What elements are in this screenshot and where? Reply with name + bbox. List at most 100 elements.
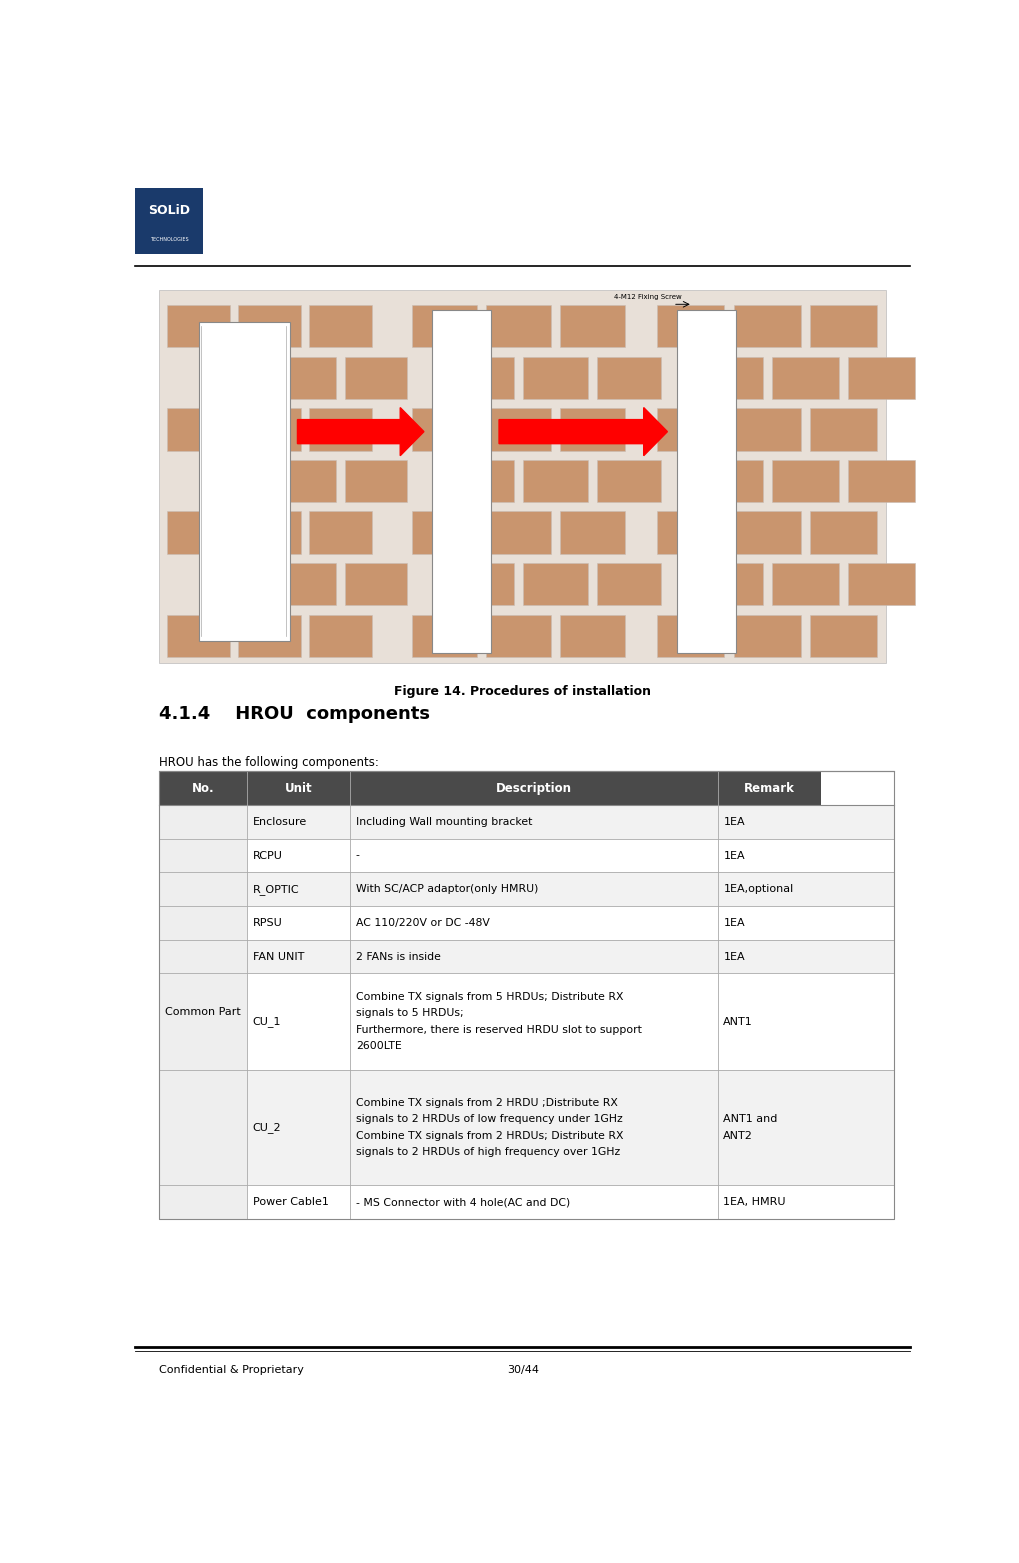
Bar	[412, 511, 477, 553]
Bar	[717, 771, 820, 805]
Text: HROU has the following components:: HROU has the following components:	[159, 755, 379, 769]
Text: signals to 2 HRDUs of low frequency under 1GHz: signals to 2 HRDUs of low frequency unde…	[356, 1114, 622, 1124]
Bar	[771, 460, 839, 502]
Bar	[596, 460, 660, 502]
Text: 4-M12 Fixing Screw: 4-M12 Fixing Screw	[613, 294, 681, 300]
Bar	[159, 974, 894, 1069]
Text: Enclosure: Enclosure	[253, 817, 307, 827]
Bar	[771, 356, 839, 399]
Bar	[238, 614, 301, 656]
Bar	[159, 771, 894, 1219]
Bar	[412, 408, 477, 450]
Text: Unit: Unit	[284, 782, 312, 794]
Bar	[656, 511, 723, 553]
Bar	[809, 408, 876, 450]
Text: With SC/ACP adaptor(only HMRU): With SC/ACP adaptor(only HMRU)	[356, 885, 538, 894]
Bar	[485, 305, 550, 347]
Bar	[809, 511, 876, 553]
Bar	[733, 511, 800, 553]
Bar	[159, 872, 894, 907]
Bar	[203, 460, 265, 502]
Bar	[522, 563, 587, 605]
Text: 1EA: 1EA	[722, 817, 744, 827]
Bar	[771, 563, 839, 605]
Text: ANT1 and: ANT1 and	[722, 1114, 777, 1124]
Bar	[809, 614, 876, 656]
Bar	[199, 322, 289, 641]
Text: ANT2: ANT2	[722, 1130, 752, 1141]
Bar	[273, 356, 336, 399]
Text: Common Part: Common Part	[165, 1007, 240, 1018]
Text: AC 110/220V or DC -48V: AC 110/220V or DC -48V	[356, 917, 489, 928]
Bar	[809, 305, 876, 347]
Text: Figure 14. Procedures of installation: Figure 14. Procedures of installation	[394, 685, 650, 697]
Bar	[344, 356, 408, 399]
Bar	[559, 305, 624, 347]
Bar	[695, 460, 762, 502]
Text: Confidential & Proprietary: Confidential & Proprietary	[159, 1364, 304, 1374]
Polygon shape	[298, 408, 424, 456]
Bar	[733, 408, 800, 450]
Text: 1EA: 1EA	[722, 917, 744, 928]
Bar	[695, 356, 762, 399]
Bar	[167, 511, 229, 553]
Bar	[159, 771, 247, 805]
Text: CU_2: CU_2	[253, 1122, 281, 1133]
Bar	[656, 305, 723, 347]
Text: RPSU: RPSU	[253, 917, 282, 928]
Text: 1EA: 1EA	[722, 850, 744, 861]
Bar	[656, 408, 723, 450]
Text: signals to 5 HRDUs;: signals to 5 HRDUs;	[356, 1008, 463, 1019]
Text: No.: No.	[192, 782, 214, 794]
Bar	[344, 460, 408, 502]
Bar	[559, 408, 624, 450]
Bar	[167, 305, 229, 347]
Bar	[159, 289, 886, 663]
Bar	[848, 563, 914, 605]
Text: signals to 2 HRDUs of high frequency over 1GHz: signals to 2 HRDUs of high frequency ove…	[356, 1147, 620, 1157]
Text: CU_1: CU_1	[253, 1016, 281, 1027]
Text: TECHNOLOGIES: TECHNOLOGIES	[150, 236, 189, 242]
Text: 30/44: 30/44	[506, 1364, 538, 1374]
Text: 2 FANs is inside: 2 FANs is inside	[356, 952, 440, 961]
Bar	[159, 907, 894, 939]
Bar	[247, 771, 350, 805]
Polygon shape	[498, 408, 666, 456]
Bar	[309, 408, 372, 450]
Bar	[448, 563, 514, 605]
Text: 4.1.4    HROU  components: 4.1.4 HROU components	[159, 705, 430, 724]
Text: Combine TX signals from 5 HRDUs; Distribute RX: Combine TX signals from 5 HRDUs; Distrib…	[356, 993, 623, 1002]
Bar	[159, 805, 894, 839]
Text: -: -	[356, 850, 360, 861]
Bar	[238, 305, 301, 347]
Text: 1EA: 1EA	[722, 952, 744, 961]
Text: 1EA, HMRU: 1EA, HMRU	[722, 1197, 785, 1207]
Bar	[596, 356, 660, 399]
Text: Power Cable1: Power Cable1	[253, 1197, 328, 1207]
Bar	[596, 563, 660, 605]
Bar	[238, 408, 301, 450]
Bar	[848, 460, 914, 502]
Bar	[136, 188, 203, 253]
Bar	[848, 356, 914, 399]
Bar	[273, 460, 336, 502]
Bar	[309, 511, 372, 553]
Bar	[733, 305, 800, 347]
Bar	[559, 614, 624, 656]
Bar	[485, 511, 550, 553]
Bar	[485, 614, 550, 656]
Bar	[412, 614, 477, 656]
Text: R_OPTIC: R_OPTIC	[253, 883, 300, 894]
Bar	[159, 1185, 894, 1219]
Bar	[167, 408, 229, 450]
Bar	[656, 614, 723, 656]
Text: Including Wall mounting bracket: Including Wall mounting bracket	[356, 817, 532, 827]
Bar	[159, 1069, 894, 1185]
Bar	[159, 805, 247, 1219]
Text: ANT1: ANT1	[722, 1016, 752, 1027]
Bar	[159, 839, 894, 872]
Text: Combine TX signals from 2 HRDU ;Distribute RX: Combine TX signals from 2 HRDU ;Distribu…	[356, 1099, 618, 1108]
Bar	[238, 511, 301, 553]
Bar	[203, 356, 265, 399]
Text: - MS Connector with 4 hole(AC and DC): - MS Connector with 4 hole(AC and DC)	[356, 1197, 570, 1207]
